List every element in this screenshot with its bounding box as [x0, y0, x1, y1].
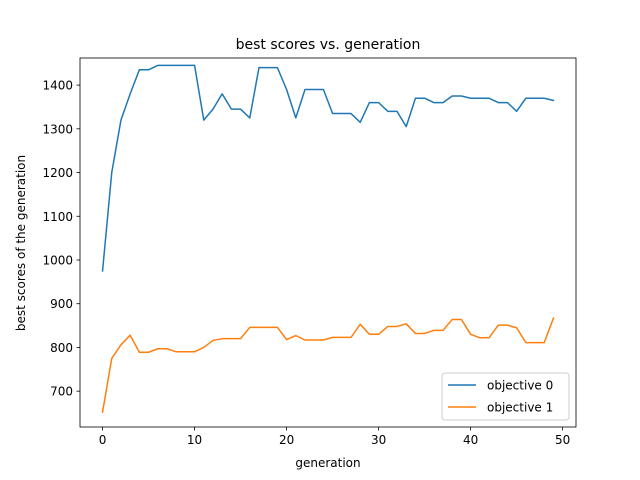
series-layer — [101, 64, 555, 414]
y-tick-label: 700 — [50, 385, 73, 399]
legend: objective 0 objective 1 — [441, 372, 570, 421]
y-tick-label: 1400 — [42, 79, 73, 93]
x-tick-label: 40 — [463, 433, 478, 447]
x-tick-label: 10 — [187, 433, 202, 447]
x-axis-label: generation — [295, 456, 360, 470]
x-tick-label: 0 — [99, 433, 107, 447]
x-axis-ticks: 0 10 20 30 40 50 — [99, 427, 570, 447]
chart-title: best scores vs. generation — [236, 37, 421, 53]
y-axis-ticks: 700 800 900 1000 1100 1200 1300 1400 — [42, 79, 80, 399]
plot-border — [79, 57, 577, 428]
legend-label: objective 0 — [487, 379, 553, 393]
y-tick-label: 800 — [50, 341, 73, 355]
plot-area — [80, 58, 576, 427]
series-line-objective-0 — [101, 64, 555, 272]
y-tick-label: 1300 — [42, 122, 73, 136]
x-tick-label: 20 — [279, 433, 294, 447]
y-tick-label: 1100 — [42, 210, 73, 224]
legend-label: objective 1 — [487, 401, 553, 415]
y-axis-label: best scores of the generation — [14, 155, 28, 331]
y-tick-label: 900 — [50, 297, 73, 311]
y-tick-label: 1000 — [42, 253, 73, 267]
x-tick-label: 50 — [555, 433, 570, 447]
x-tick-label: 30 — [371, 433, 386, 447]
series-line-objective-1 — [101, 317, 555, 414]
y-tick-label: 1200 — [42, 166, 73, 180]
